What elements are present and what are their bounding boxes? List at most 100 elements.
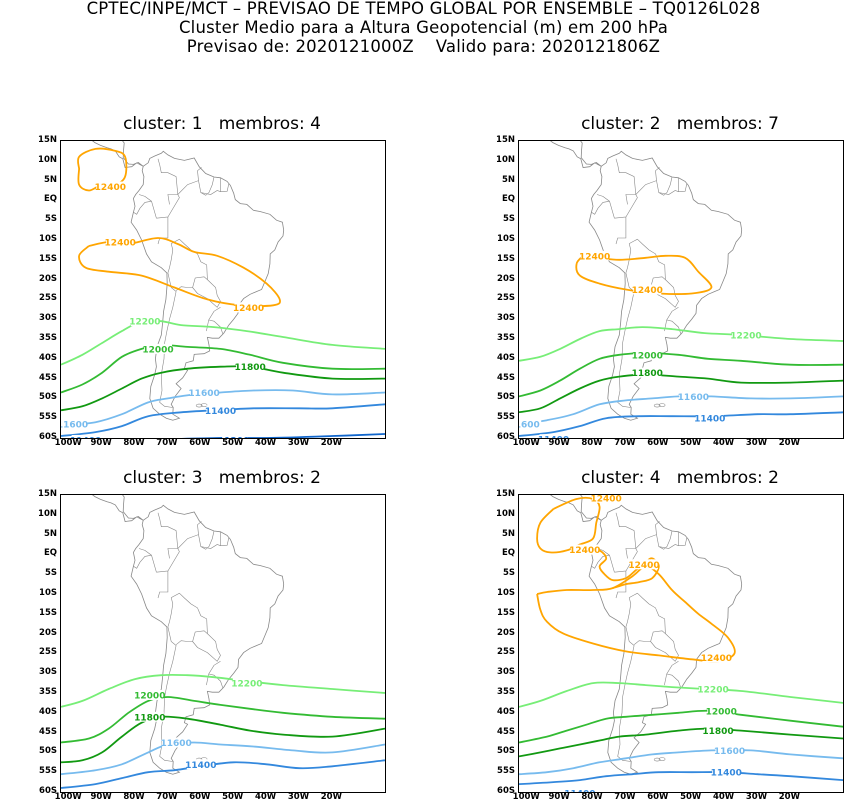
contour-label-12400: 12400 [701,654,732,664]
latitude-tick-label: 60S [39,786,57,796]
contour-line-11800 [61,715,385,764]
contour-label-bg [71,434,100,438]
latitude-tick-label: 5S [502,568,515,579]
contour-label-bg [592,495,621,503]
longitude-tick-label: 80W [123,438,145,448]
latitude-tick-label: 40S [39,706,57,717]
latitude-tick-label: 5S [44,214,57,225]
contour-label-bg [61,419,87,430]
latitude-tick-label: 10S [497,234,515,244]
island-outline [653,757,661,762]
contour-label-bg [519,419,542,430]
contour-label-11600: 1600 [519,421,540,431]
figure-title-line-2: Cluster Medio para a Altura Geopotencial… [178,18,669,37]
contour-label-bg [707,705,736,716]
longitude-tick-label: 20W [778,438,800,448]
contour-line-11600 [519,749,843,776]
panel-title: cluster: 3 membros: 2 [123,468,321,488]
coastline [92,495,285,775]
contour-label-bg [704,725,733,736]
longitude-tick-label: 60W [189,792,211,802]
latitude-tick-label: 50S [497,392,515,403]
latitude-tick-label: 35S [39,687,57,697]
latitude-tick-label: 45S [497,372,515,383]
contour-label-bg [106,236,135,247]
longitude-tick-label: 30W [745,792,768,802]
map-panel: 12400 12400 12400 12400 12200 12000 11800 11600… [518,494,844,793]
contour-label-12200: 12200 [730,332,761,342]
latitude-tick-label: 30S [497,313,515,324]
contour-label-bg [135,689,164,700]
contour-line-12000 [61,696,385,744]
contour-label-bg [695,413,724,424]
contour-label-11800: 11800 [702,727,733,737]
contour-label-bg [219,434,248,438]
latitude-tick-label: 40S [497,706,515,717]
island-outline [658,403,666,407]
contour-label-11800: 11800 [234,363,265,373]
latitude-tick-label: 45S [39,726,57,737]
contour-label-11400: 11400 [711,769,742,779]
contour-label-11600: 11600 [61,421,88,431]
contour-label-11400: 11400 [70,436,101,438]
figure-title-line-3: Previsao de: 2020121000Z Valido para: 20… [186,37,661,56]
contour-label-12400: 12400 [95,183,126,193]
contour-label-11400: 11400 [564,790,595,792]
longitude-tick-label: 20W [320,792,342,802]
latitude-tick-label: 45S [497,726,515,737]
contour-label-bg [539,434,568,438]
latitude-tick-label: 55S [497,766,515,777]
contour-label-bg [633,349,662,360]
contour-line-11400 [519,411,843,437]
island-outline [653,403,661,408]
latitude-tick-label: EQ [501,548,515,559]
latitude-tick-label: 20S [39,273,57,284]
latitude-tick-label: 15N [496,135,515,145]
contour-label-bg [565,788,594,792]
latitude-tick-label: 10N [496,154,515,165]
panel-title: cluster: 1 membros: 4 [123,114,321,134]
latitude-tick-label: 40S [39,352,57,363]
latitude-tick-label: 15S [39,607,57,618]
contour-label-bg [679,391,708,402]
latitude-tick-label: 30S [497,667,515,678]
longitude-tick-label: 40W [254,792,277,802]
latitude-tick-label: 20S [39,627,57,638]
contour-label-bg [206,405,235,416]
latitude-tick-label: 5N [501,174,515,185]
contour-label-11600: 11600 [160,739,191,749]
contour-label-12400: 12400 [591,495,622,504]
panel-title: cluster: 2 membros: 7 [581,114,779,134]
contour-label-bg [144,343,173,354]
longitude-tick-label: 60W [647,438,669,448]
latitude-tick-label: 25S [39,293,57,304]
longitude-tick-label: 80W [581,792,603,802]
longitude-tick-label: 70W [156,438,178,448]
latitude-tick-label: EQ [501,194,515,205]
contour-line-12400 [78,237,281,307]
longitude-tick-label: 50W [680,438,702,448]
contour-label-bg [96,181,125,192]
longitude-tick-label: 60W [189,438,211,448]
contour-label-bg [130,316,159,327]
contour-label-11800: 11800 [134,713,165,723]
contour-label-11600: 11600 [678,393,709,403]
contour-label-12000: 12000 [134,691,165,701]
contour-label-bg [629,559,658,570]
contour-label-12000: 12000 [142,345,173,355]
latitude-tick-label: 30S [39,667,57,678]
contour-label-bg [580,250,609,261]
contour-line-12200 [61,673,385,708]
contour-label-12400: 12400 [105,238,136,248]
longitude-tick-label: 20W [778,792,800,802]
contour-label-12200: 12200 [129,318,160,328]
contour-label-bg [570,544,599,555]
latitude-tick-label: 35S [39,333,57,343]
contour-line-12200 [519,681,843,708]
latitude-tick-label: 10N [38,508,57,519]
latitude-tick-label: 10N [38,154,57,165]
latitude-tick-label: 35S [497,687,515,697]
contour-label-bg [190,387,219,398]
contour-label-12200: 12200 [231,680,262,690]
longitude-tick-label: 40W [254,438,277,448]
